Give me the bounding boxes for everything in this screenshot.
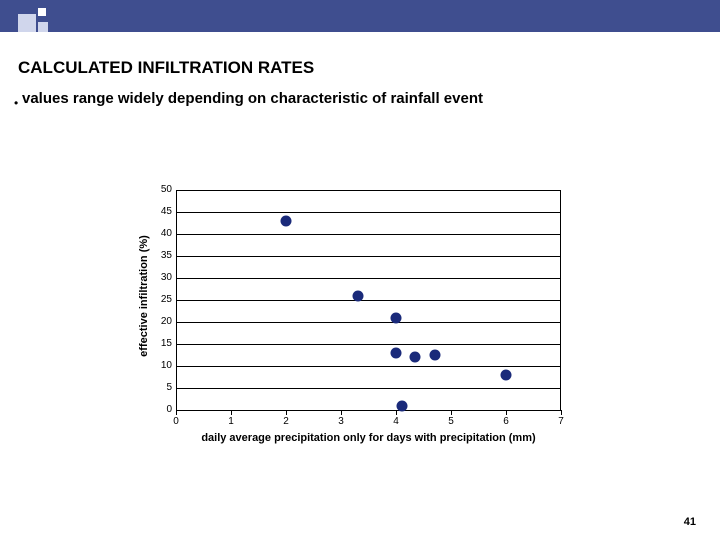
y-tick-label: 25 <box>150 294 172 305</box>
x-tick-mark <box>451 410 452 415</box>
data-point <box>391 312 402 323</box>
slide-header-bar <box>0 0 720 32</box>
y-gridline <box>176 190 561 191</box>
data-point <box>410 352 421 363</box>
x-tick-label: 4 <box>386 416 406 427</box>
x-tick-label: 7 <box>551 416 571 427</box>
y-tick-label: 15 <box>150 338 172 349</box>
y-tick-label: 40 <box>150 228 172 239</box>
x-axis-label: daily average precipitation only for day… <box>176 432 561 444</box>
data-point <box>281 215 292 226</box>
data-point <box>391 347 402 358</box>
y-gridline <box>176 366 561 367</box>
y-tick-label: 5 <box>150 382 172 393</box>
y-gridline <box>176 212 561 213</box>
x-tick-label: 5 <box>441 416 461 427</box>
y-tick-label: 30 <box>150 272 172 283</box>
data-point <box>429 350 440 361</box>
y-gridline <box>176 410 561 411</box>
y-tick-label: 0 <box>150 404 172 415</box>
x-tick-mark <box>561 410 562 415</box>
slide-title: CALCULATED INFILTRATION RATES <box>18 58 314 78</box>
decoration-square <box>38 22 48 32</box>
y-tick-label: 20 <box>150 316 172 327</box>
data-point <box>501 369 512 380</box>
y-gridline <box>176 344 561 345</box>
y-tick-label: 50 <box>150 184 172 195</box>
x-tick-label: 6 <box>496 416 516 427</box>
y-axis-label: effective infiltration (%) <box>138 226 150 366</box>
y-tick-label: 45 <box>150 206 172 217</box>
page-number: 41 <box>684 516 696 528</box>
y-gridline <box>176 300 561 301</box>
scatter-chart: effective infiltration (%) daily average… <box>118 180 578 450</box>
slide-subtitle: values range widely depending on charact… <box>22 90 483 107</box>
y-gridline <box>176 388 561 389</box>
x-tick-label: 0 <box>166 416 186 427</box>
x-tick-mark <box>176 410 177 415</box>
y-gridline <box>176 234 561 235</box>
y-gridline <box>176 278 561 279</box>
x-tick-mark <box>231 410 232 415</box>
x-tick-mark <box>341 410 342 415</box>
data-point <box>396 400 407 411</box>
x-tick-mark <box>286 410 287 415</box>
y-tick-label: 35 <box>150 250 172 261</box>
decoration-square <box>18 14 36 32</box>
y-tick-label: 10 <box>150 360 172 371</box>
data-point <box>352 290 363 301</box>
x-tick-label: 2 <box>276 416 296 427</box>
bullet-marker: • <box>14 96 18 110</box>
x-tick-label: 1 <box>221 416 241 427</box>
y-gridline <box>176 256 561 257</box>
x-tick-label: 3 <box>331 416 351 427</box>
decoration-square <box>38 8 46 16</box>
x-tick-mark <box>396 410 397 415</box>
y-gridline <box>176 322 561 323</box>
x-tick-mark <box>506 410 507 415</box>
